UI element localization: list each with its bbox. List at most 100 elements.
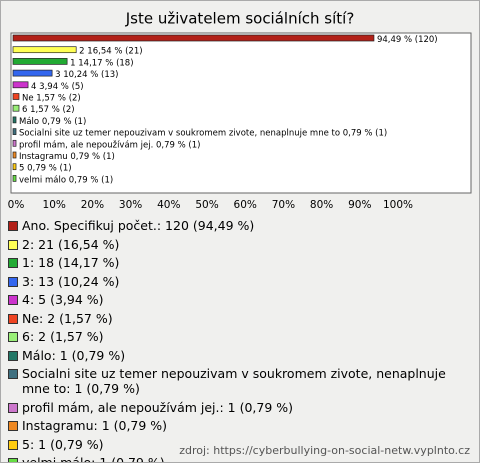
- chart-title: Jste uživatelem sociálních sítí?: [125, 10, 355, 28]
- bar-category: Instagramu: [19, 152, 68, 162]
- bar-category: Málo: [19, 116, 39, 126]
- legend-item: Málo: 1 (0,79 %): [8, 348, 474, 363]
- bar-category: 6: [22, 105, 27, 115]
- bar: [12, 104, 20, 112]
- bar: [12, 163, 17, 171]
- bar-label: 4 3,94 % (5): [31, 81, 84, 91]
- legend: Ano. Specifikuj počet.: 120 (94,49 %) 2: …: [8, 218, 474, 463]
- bar-label: profil mám, ale nepoužívám jej. 0,79 % (…: [19, 140, 200, 150]
- source: zdroj: https://cyberbullying-on-social-n…: [179, 444, 470, 457]
- value-label: 0,79 % (1): [70, 152, 114, 162]
- legend-swatch: [8, 402, 18, 413]
- bar: [12, 175, 17, 182]
- legend-label: 1: 18 (14,17 %): [22, 255, 120, 270]
- bar-label: velmi málo 0,79 % (1): [19, 175, 113, 185]
- legend-item: profil mám, ale nepoužívám jej.: 1 (0,79…: [8, 400, 474, 415]
- bar: [12, 58, 68, 65]
- x-tick-label: 0%: [8, 199, 25, 211]
- legend-swatch: [8, 276, 18, 287]
- x-tick-label: 80%: [310, 199, 333, 211]
- bar-label: 3 10,24 % (13): [55, 70, 118, 80]
- legend-item: 1: 18 (14,17 %): [8, 255, 474, 270]
- bar-label: Málo 0,79 % (1): [19, 116, 86, 126]
- bar-label: Socialni site uz temer nepouzivam v souk…: [19, 128, 387, 138]
- bar: [12, 139, 17, 147]
- legend-swatch: [8, 458, 18, 462]
- legend-item: 2: 21 (16,54 %): [8, 237, 474, 252]
- bar-label: 1 14,17 % (18): [70, 58, 133, 68]
- legend-label: Málo: 1 (0,79 %): [22, 347, 126, 363]
- legend-item: 3: 13 (10,24 %): [8, 274, 474, 289]
- bar-label: 2 16,54 % (21): [79, 46, 142, 56]
- legend-item: Ano. Specifikuj počet.: 120 (94,49 %): [8, 218, 474, 233]
- legend-swatch: [8, 332, 18, 342]
- value-label: 94,49 % (120): [377, 35, 438, 45]
- bar-label: 94,49 % (120): [377, 35, 438, 45]
- value-label: 3,94 % (5): [39, 81, 83, 91]
- x-tick-label: 90%: [348, 199, 371, 211]
- bar-label: Ne 1,57 % (2): [22, 93, 81, 103]
- bar-category: 2: [79, 46, 84, 56]
- bar-label: 5 0,79 % (1): [19, 163, 72, 173]
- legend-item: Ne: 2 (1,57 %): [8, 311, 474, 326]
- x-tick-label: 20%: [81, 199, 104, 211]
- legend-label: 6: 2 (1,57 %): [22, 329, 104, 344]
- legend-item: velmi málo: 1 (0,79 %): [8, 455, 474, 463]
- x-tick-label: 50%: [195, 199, 218, 211]
- legend-swatch: [8, 350, 18, 361]
- bar: [12, 151, 17, 159]
- legend-item: Instagramu: 1 (0,79 %): [8, 418, 474, 433]
- bar: [12, 34, 375, 42]
- legend-label: 4: 5 (3,94 %): [22, 292, 104, 307]
- bar-category: Ne: [22, 93, 34, 103]
- legend-label: Ne: 2 (1,57 %): [22, 310, 113, 326]
- bar-category: Socialni site uz temer nepouzivam v souk…: [19, 128, 340, 138]
- legend-label: profil mám, ale nepoužívám jej.: 1 (0,79…: [22, 399, 294, 415]
- bar: [12, 69, 53, 77]
- legend-swatch: [8, 258, 18, 268]
- value-label: 0,79 % (1): [69, 175, 113, 185]
- chart: Jste uživatelem sociálních sítí? 0% 10% 20…: [8, 10, 472, 211]
- x-tick-label: 10%: [43, 199, 66, 211]
- bar-category: 5: [19, 163, 24, 173]
- bar-category: 1: [70, 58, 75, 68]
- bar: [12, 93, 20, 100]
- bar: [12, 81, 29, 89]
- bar-category: profil mám, ale nepoužívám jej.: [19, 140, 153, 150]
- legend-label: Ano. Specifikuj počet.: 120 (94,49 %): [22, 218, 255, 233]
- legend-swatch: [8, 239, 18, 250]
- legend-item: 6: 2 (1,57 %): [8, 329, 474, 344]
- legend-label: 5: 1 (0,79 %): [22, 436, 104, 452]
- legend-swatch: [8, 221, 18, 231]
- bar-label: Instagramu 0,79 % (1): [19, 152, 115, 162]
- legend-label: 3: 13 (10,24 %): [22, 273, 120, 289]
- bar: [12, 46, 77, 54]
- legend-label: Socialni site uz temer nepouzivam v souk…: [22, 366, 446, 396]
- x-tick-label: 40%: [157, 199, 180, 211]
- value-label: 0,79 % (1): [156, 140, 200, 150]
- value-label: 10,24 % (13): [63, 70, 118, 80]
- legend-label: velmi málo: 1 (0,79 %): [22, 455, 165, 463]
- plot-area: [10, 32, 472, 194]
- legend-swatch: [8, 439, 18, 450]
- value-label: 1,57 % (2): [36, 93, 80, 103]
- value-label: 0,79 % (1): [343, 128, 387, 138]
- value-label: 0,79 % (1): [42, 116, 86, 126]
- legend-swatch: [8, 295, 18, 305]
- legend-swatch: [8, 369, 18, 379]
- x-tick-label: 60%: [234, 199, 257, 211]
- bar: [12, 116, 17, 124]
- x-tick-label: 70%: [272, 199, 295, 211]
- x-tick-label: 100%: [383, 199, 413, 211]
- bar-label: 6 1,57 % (2): [22, 105, 75, 115]
- legend-label: Instagramu: 1 (0,79 %): [22, 418, 168, 433]
- value-label: 0,79 % (1): [27, 163, 71, 173]
- x-tick-label: 30%: [119, 199, 142, 211]
- legend-item: 4: 5 (3,94 %): [8, 292, 474, 307]
- value-label: 1,57 % (2): [30, 105, 74, 115]
- legend-swatch: [8, 421, 18, 431]
- value-label: 14,17 % (18): [78, 58, 133, 68]
- bar-category: velmi málo: [19, 175, 66, 185]
- bar-category: 3: [55, 70, 60, 80]
